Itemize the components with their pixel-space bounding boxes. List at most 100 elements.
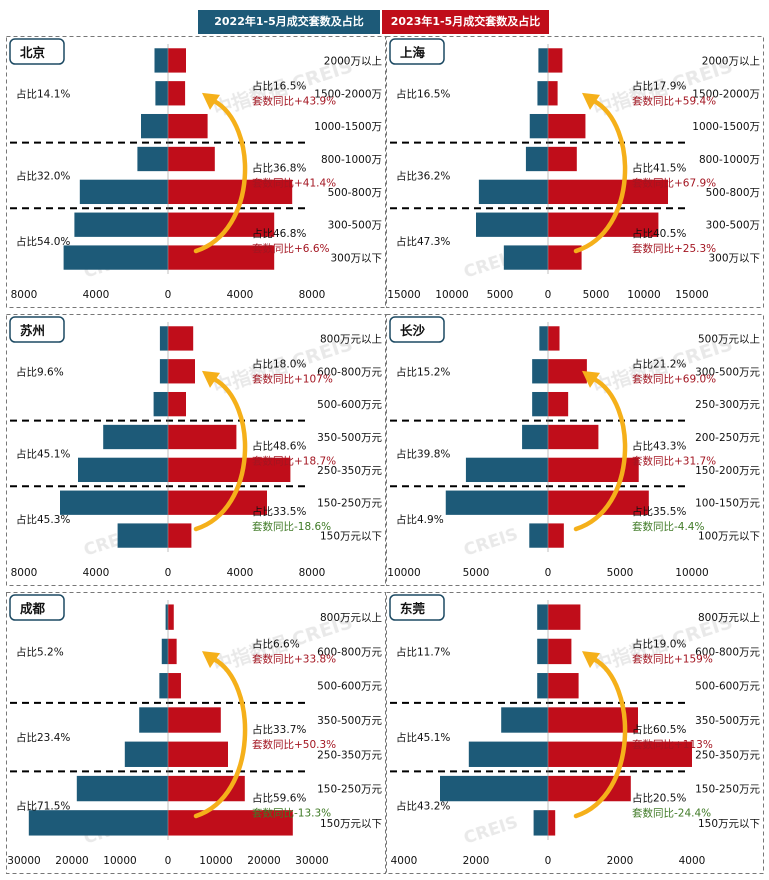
share-2023: 占比19.0% <box>632 637 686 650</box>
category-label: 500-600万元 <box>695 681 760 693</box>
share-2022: 占比4.9% <box>396 513 444 526</box>
category-label: 350-500万元 <box>695 715 760 727</box>
bar-2022 <box>76 775 168 802</box>
category-label: 800万元以上 <box>320 612 382 624</box>
bar-2022 <box>478 179 548 205</box>
trend-arrowhead <box>582 651 600 669</box>
city-label-box <box>9 594 65 621</box>
category-label: 500-600万元 <box>317 681 382 693</box>
yoy-change: 套数同比+69.0% <box>632 372 716 385</box>
bar-2023 <box>168 457 291 483</box>
bar-2023 <box>548 810 556 836</box>
category-label: 300万以下 <box>330 253 382 265</box>
tick-label: 5000 <box>463 567 490 579</box>
share-2023: 占比59.6% <box>252 792 306 805</box>
watermark-text: CREIS <box>461 813 520 849</box>
tick-label: 10000 <box>199 855 232 867</box>
share-2023: 占比35.5% <box>632 505 686 518</box>
category-label: 500-600万元 <box>317 399 382 411</box>
bar-2023 <box>548 490 649 515</box>
yoy-change: 套数同比-13.3% <box>252 807 331 820</box>
bar-2022 <box>28 810 168 836</box>
yoy-change: 套数同比+59.4% <box>632 94 716 107</box>
tick-label: 0 <box>545 855 552 867</box>
bar-2022 <box>78 457 168 483</box>
share-2023: 占比18.0% <box>252 357 306 370</box>
yoy-change: 套数同比+31.7% <box>632 454 716 467</box>
tick-label: 8000 <box>11 289 38 301</box>
bar-2022 <box>165 604 168 630</box>
bar-2023 <box>168 490 267 515</box>
bar-2023 <box>168 326 194 351</box>
bar-2022 <box>476 212 548 237</box>
tick-label: 4000 <box>227 289 254 301</box>
tick-label: 30000 <box>295 855 328 867</box>
share-2022: 占比54.0% <box>16 235 70 248</box>
share-2023: 占比17.9% <box>632 79 686 92</box>
category-label: 300-500万 <box>328 220 382 232</box>
category-label: 250-350万元 <box>317 465 382 477</box>
category-label: 150-200万元 <box>695 465 760 477</box>
panel-border <box>6 314 386 586</box>
share-2022: 占比23.4% <box>16 731 70 744</box>
tick-label: 4000 <box>391 855 418 867</box>
bar-2023 <box>168 424 237 450</box>
tick-label: 5000 <box>583 289 610 301</box>
tick-label: 5000 <box>607 567 634 579</box>
share-2023: 占比40.5% <box>632 227 686 240</box>
category-label: 300-500万元 <box>695 366 760 378</box>
city-label: 北京 <box>20 45 46 60</box>
trend-arrow <box>573 376 628 532</box>
bar-2022 <box>155 81 168 106</box>
category-label: 300-500万 <box>706 220 760 232</box>
category-label: 100万元以下 <box>698 531 760 543</box>
bar-2022 <box>159 359 168 384</box>
category-label: 150万元以下 <box>320 818 382 830</box>
tick-label: 4000 <box>83 567 110 579</box>
panel-border <box>6 36 386 308</box>
category-label: 2000万以上 <box>324 55 382 67</box>
bar-2022 <box>501 707 548 733</box>
bar-2022 <box>529 113 548 139</box>
panel-border <box>386 314 764 586</box>
tick-label: 10000 <box>103 855 136 867</box>
yoy-change: 套数同比+6.6% <box>252 242 329 255</box>
yoy-change: 套数同比+43.9% <box>252 94 336 107</box>
share-2022: 占比71.5% <box>16 800 70 813</box>
bar-2022 <box>529 523 548 548</box>
bar-2023 <box>168 179 293 205</box>
yoy-change: 套数同比-4.4% <box>632 520 704 533</box>
bar-2023 <box>548 81 558 106</box>
bar-2022 <box>537 604 548 630</box>
bar-2023 <box>548 326 560 351</box>
category-label: 600-800万元 <box>317 646 382 658</box>
category-label: 100-150万元 <box>695 498 760 510</box>
tick-label: 20000 <box>247 855 280 867</box>
yoy-change: 套数同比+159% <box>632 652 713 665</box>
share-2022: 占比32.0% <box>16 169 70 182</box>
tick-label: 8000 <box>299 567 326 579</box>
category-label: 800-1000万 <box>321 154 382 166</box>
yoy-change: 套数同比+107% <box>252 372 333 385</box>
category-label: 1500-2000万 <box>692 88 760 100</box>
tick-label: 5000 <box>487 289 514 301</box>
bar-2022 <box>465 457 548 483</box>
trend-arrow <box>193 98 248 254</box>
bar-2022 <box>159 673 168 699</box>
category-label: 800-1000万 <box>699 154 760 166</box>
bar-2022 <box>537 638 548 665</box>
bar-2023 <box>168 523 192 548</box>
tick-label: 2000 <box>607 855 634 867</box>
bar-2023 <box>548 48 563 73</box>
bar-2022 <box>161 638 168 665</box>
tick-label: 8000 <box>11 567 38 579</box>
legend-2022-label: 2022年1-5月成交套数及占比 <box>214 15 364 28</box>
panel-border <box>386 36 764 308</box>
trend-arrowhead <box>202 651 220 669</box>
bar-2022 <box>159 326 168 351</box>
city-label-box <box>9 316 65 343</box>
